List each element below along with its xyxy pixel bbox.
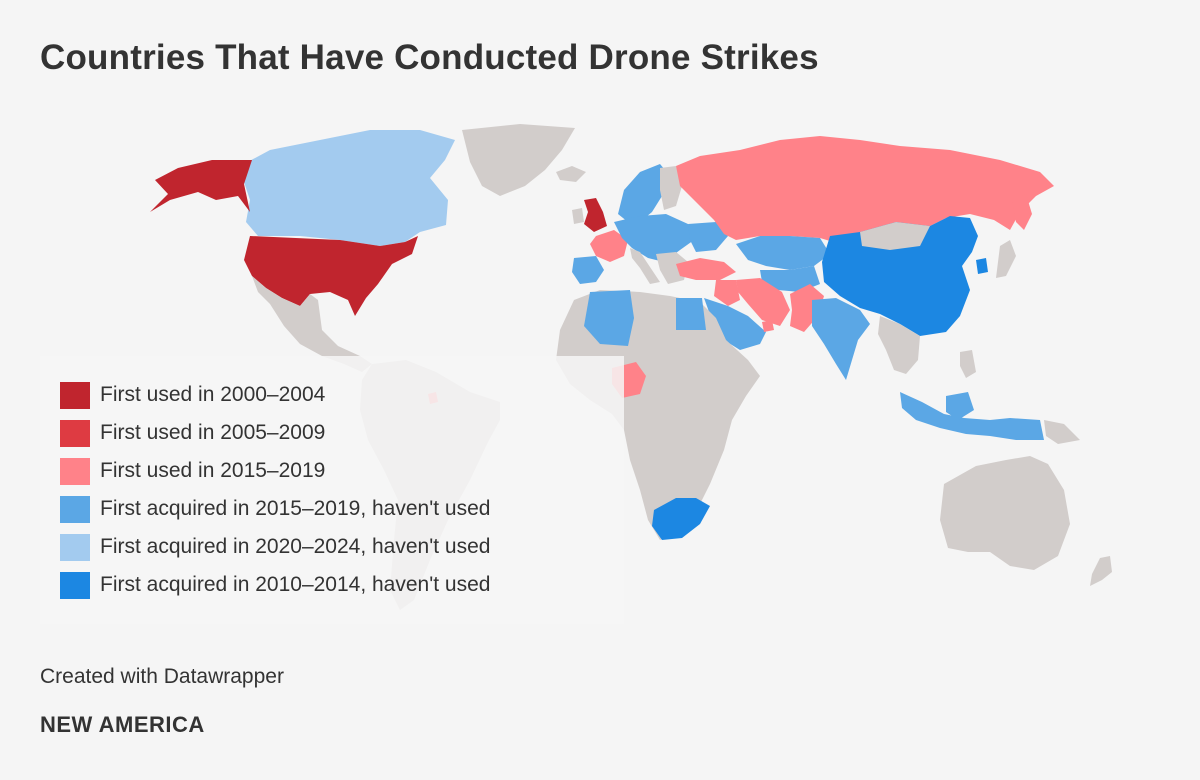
legend-label: First used in 2015–2019 xyxy=(100,459,326,482)
country-australia[interactable] xyxy=(940,456,1070,570)
legend-label: First acquired in 2010–2014, haven't use… xyxy=(100,573,491,596)
legend-swatch xyxy=(60,381,90,409)
country-finland[interactable] xyxy=(660,166,682,210)
legend-swatch xyxy=(60,533,90,561)
country-saudi-arabia[interactable] xyxy=(704,298,766,350)
legend-item-used-2005-2009: First used in 2005–2009 xyxy=(60,414,624,452)
legend-swatch xyxy=(60,495,90,523)
legend-label: First used in 2005–2009 xyxy=(100,421,326,444)
country-southeast-asia[interactable] xyxy=(878,316,920,374)
world-map xyxy=(150,124,1112,610)
country-united-states[interactable] xyxy=(244,236,418,316)
country-united-kingdom[interactable] xyxy=(584,198,607,232)
country-france[interactable] xyxy=(590,230,628,262)
legend-label: First acquired in 2015–2019, haven't use… xyxy=(100,497,491,520)
brand-name: NEW AMERICA xyxy=(40,712,205,737)
legend: First used in 2000–2004 First used in 20… xyxy=(40,356,624,624)
country-mexico[interactable] xyxy=(252,276,372,372)
country-scandinavia[interactable] xyxy=(618,164,670,222)
legend-label: First used in 2000–2004 xyxy=(100,383,326,406)
credit-line[interactable]: Created with Datawrapper xyxy=(40,665,284,688)
country-uae[interactable] xyxy=(762,320,774,332)
country-iceland[interactable] xyxy=(556,166,586,182)
country-kazakhstan[interactable] xyxy=(736,236,830,270)
country-egypt[interactable] xyxy=(676,298,706,330)
country-malaysia[interactable] xyxy=(946,392,974,420)
country-italy[interactable] xyxy=(630,248,660,284)
country-central-europe[interactable] xyxy=(614,214,694,262)
country-pakistan[interactable] xyxy=(790,284,824,332)
legend-label: First acquired in 2020–2024, haven't use… xyxy=(100,535,491,558)
legend-item-acquired-2010-2014: First acquired in 2010–2014, haven't use… xyxy=(60,566,624,604)
country-china[interactable] xyxy=(822,216,978,336)
country-ukraine[interactable] xyxy=(688,222,728,252)
country-south-korea[interactable] xyxy=(976,258,988,274)
country-alaska-usa[interactable] xyxy=(150,160,252,212)
country-russia-far-east[interactable] xyxy=(1012,194,1032,230)
chart-title: Countries That Have Conducted Drone Stri… xyxy=(40,38,819,77)
country-algeria[interactable] xyxy=(584,290,634,346)
country-turkey[interactable] xyxy=(676,258,736,280)
country-ireland[interactable] xyxy=(572,208,584,224)
country-central-asia[interactable] xyxy=(760,266,820,292)
legend-swatch xyxy=(60,419,90,447)
legend-item-used-2000-2004: First used in 2000–2004 xyxy=(60,376,624,414)
country-spain[interactable] xyxy=(572,256,604,284)
country-philippines[interactable] xyxy=(960,350,976,378)
country-south-africa[interactable] xyxy=(652,498,710,540)
legend-item-acquired-2020-2024: First acquired in 2020–2024, haven't use… xyxy=(60,528,624,566)
country-iran[interactable] xyxy=(736,278,790,326)
country-india[interactable] xyxy=(812,298,870,380)
country-indonesia[interactable] xyxy=(900,392,1044,440)
country-greenland[interactable] xyxy=(462,124,575,196)
country-iraq[interactable] xyxy=(714,280,740,306)
country-canada[interactable] xyxy=(242,130,455,246)
country-africa[interactable] xyxy=(556,290,760,540)
country-papua-new-guinea[interactable] xyxy=(1044,420,1080,444)
country-new-zealand[interactable] xyxy=(1090,556,1112,586)
legend-item-acquired-2015-2019: First acquired in 2015–2019, haven't use… xyxy=(60,490,624,528)
legend-swatch xyxy=(60,571,90,599)
country-russia[interactable] xyxy=(676,136,1054,244)
country-mongolia[interactable] xyxy=(860,222,930,250)
country-japan[interactable] xyxy=(996,240,1016,278)
legend-swatch xyxy=(60,457,90,485)
legend-item-used-2015-2019: First used in 2015–2019 xyxy=(60,452,624,490)
